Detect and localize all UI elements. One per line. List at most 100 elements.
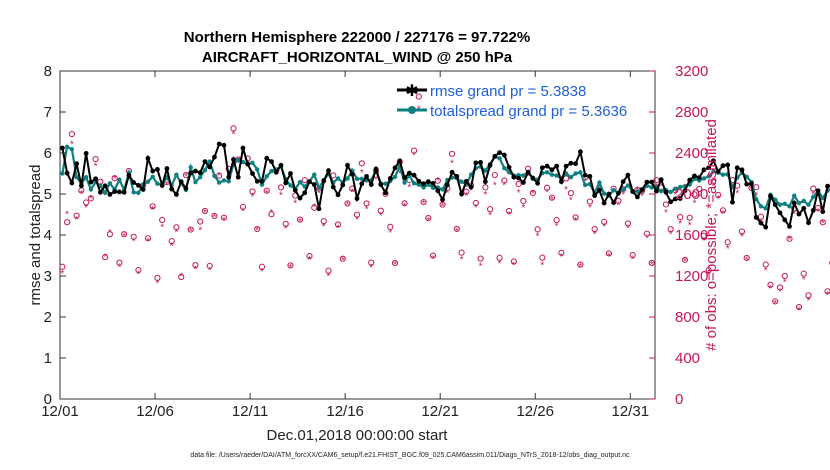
rmse-point xyxy=(411,172,417,178)
obs-assimilated-point: * xyxy=(232,130,236,141)
totalspread-point xyxy=(197,174,203,180)
obs-assimilated-point: * xyxy=(707,270,711,281)
obs-assimilated-point: * xyxy=(626,224,630,235)
obs-possible-point xyxy=(776,284,784,291)
obs-assimilated-point: * xyxy=(127,174,131,185)
obs-assimilated-point: * xyxy=(564,185,568,196)
rmse-point xyxy=(468,184,474,190)
obs-assimilated-point: * xyxy=(270,208,274,219)
rmse-point xyxy=(820,209,826,215)
rmse-point xyxy=(330,184,336,190)
obs-possible-point xyxy=(520,197,527,205)
rmse-point xyxy=(440,197,445,203)
rmse-point xyxy=(511,174,517,180)
totalspread-point xyxy=(649,185,654,190)
totalspread-point xyxy=(677,184,683,190)
obs-assimilated-point: * xyxy=(255,225,259,236)
obs-assimilated-point: * xyxy=(683,257,687,268)
y-axis-label-right: # of obs: o=possible; *=assimilated xyxy=(703,119,720,351)
obs-possible-point xyxy=(401,200,408,207)
obs-assimilated-point: * xyxy=(569,196,573,207)
obs-possible-point xyxy=(781,272,788,280)
obs-possible-point xyxy=(539,254,546,261)
totalspread-point xyxy=(316,185,322,191)
obs-possible-point xyxy=(83,199,90,206)
rmse-point xyxy=(387,176,393,181)
totalspread-point xyxy=(811,194,816,200)
obs-assimilated-point: * xyxy=(422,199,426,210)
totalspread-point xyxy=(544,170,550,175)
obs-possible-point xyxy=(277,184,285,191)
rmse-point xyxy=(245,161,251,167)
obs-possible-point xyxy=(325,267,332,274)
rmse-point xyxy=(174,192,179,197)
totalspread-point xyxy=(668,189,673,195)
obs-possible-point xyxy=(458,249,465,256)
rmse-point xyxy=(278,162,284,168)
obs-assimilated-point: * xyxy=(502,180,506,191)
obs-assimilated-point: * xyxy=(716,194,720,205)
obs-possible-point xyxy=(724,239,731,246)
obs-assimilated-point: * xyxy=(640,192,644,203)
obs-possible-point xyxy=(805,292,812,299)
totalspread-point xyxy=(193,179,198,185)
obs-assimilated-point: * xyxy=(702,236,706,247)
obs-possible-point xyxy=(254,225,261,233)
totalspread-point xyxy=(806,202,811,207)
totalspread-point xyxy=(720,172,726,177)
rmse-point xyxy=(768,193,773,199)
rmse-point xyxy=(725,162,731,168)
totalspread-point xyxy=(777,202,783,207)
rmse-point xyxy=(616,190,621,196)
obs-assimilated-point: * xyxy=(151,205,155,216)
obs-assimilated-point: * xyxy=(531,189,535,200)
obs-assimilated-point: * xyxy=(360,168,364,179)
totalspread-point xyxy=(625,183,631,188)
totalspread-point xyxy=(521,173,526,178)
rmse-point xyxy=(739,167,745,173)
rmse-point xyxy=(644,179,650,185)
obs-possible-point xyxy=(591,226,598,233)
obs-possible-point xyxy=(410,147,418,154)
x-tick-label: 12/31 xyxy=(612,403,650,420)
y-right-tick-label: 3200 xyxy=(675,63,708,80)
rmse-point xyxy=(392,165,398,171)
totalspread-point xyxy=(796,200,802,206)
obs-possible-point xyxy=(810,185,817,192)
data-file-footer: data file: /Users/raeder/DAI/ATM_forcXX/… xyxy=(190,452,630,459)
rmse-point xyxy=(364,173,369,179)
totalspread-point xyxy=(568,174,574,180)
totalspread-point xyxy=(787,204,792,209)
rmse-point xyxy=(530,175,536,181)
obs-assimilated-point: * xyxy=(365,204,369,215)
obs-assimilated-point: * xyxy=(251,192,255,203)
rmse-point xyxy=(164,166,170,171)
obs-assimilated-point: * xyxy=(712,182,716,193)
obs-assimilated-point: * xyxy=(336,223,340,234)
obs-assimilated-point: * xyxy=(536,231,540,242)
obs-possible-point xyxy=(339,255,346,262)
obs-assimilated-point: * xyxy=(441,202,445,213)
obs-assimilated-point: * xyxy=(673,190,677,201)
totalspread-point xyxy=(145,179,151,184)
totalspread-point xyxy=(236,157,241,163)
obs-possible-point xyxy=(387,223,394,231)
obs-possible-point xyxy=(448,150,456,157)
totalspread-point xyxy=(554,173,559,178)
rmse-point xyxy=(297,195,303,201)
rmse-point xyxy=(791,200,797,206)
obs-assimilated-point: * xyxy=(616,200,620,211)
obs-possible-point xyxy=(334,221,342,228)
obs-assimilated-point: * xyxy=(350,187,354,198)
totalspread-point xyxy=(416,182,422,187)
totalspread-point xyxy=(706,174,711,179)
rmse-point xyxy=(554,163,560,169)
totalspread-point xyxy=(117,177,122,182)
totalspread-point xyxy=(763,206,768,211)
obs-possible-point xyxy=(453,225,460,232)
obs-assimilated-point: * xyxy=(517,188,521,199)
obs-possible-point xyxy=(548,194,555,201)
obs-assimilated-point: * xyxy=(469,186,473,197)
rmse-point xyxy=(368,182,374,187)
rmse-point xyxy=(696,175,702,181)
